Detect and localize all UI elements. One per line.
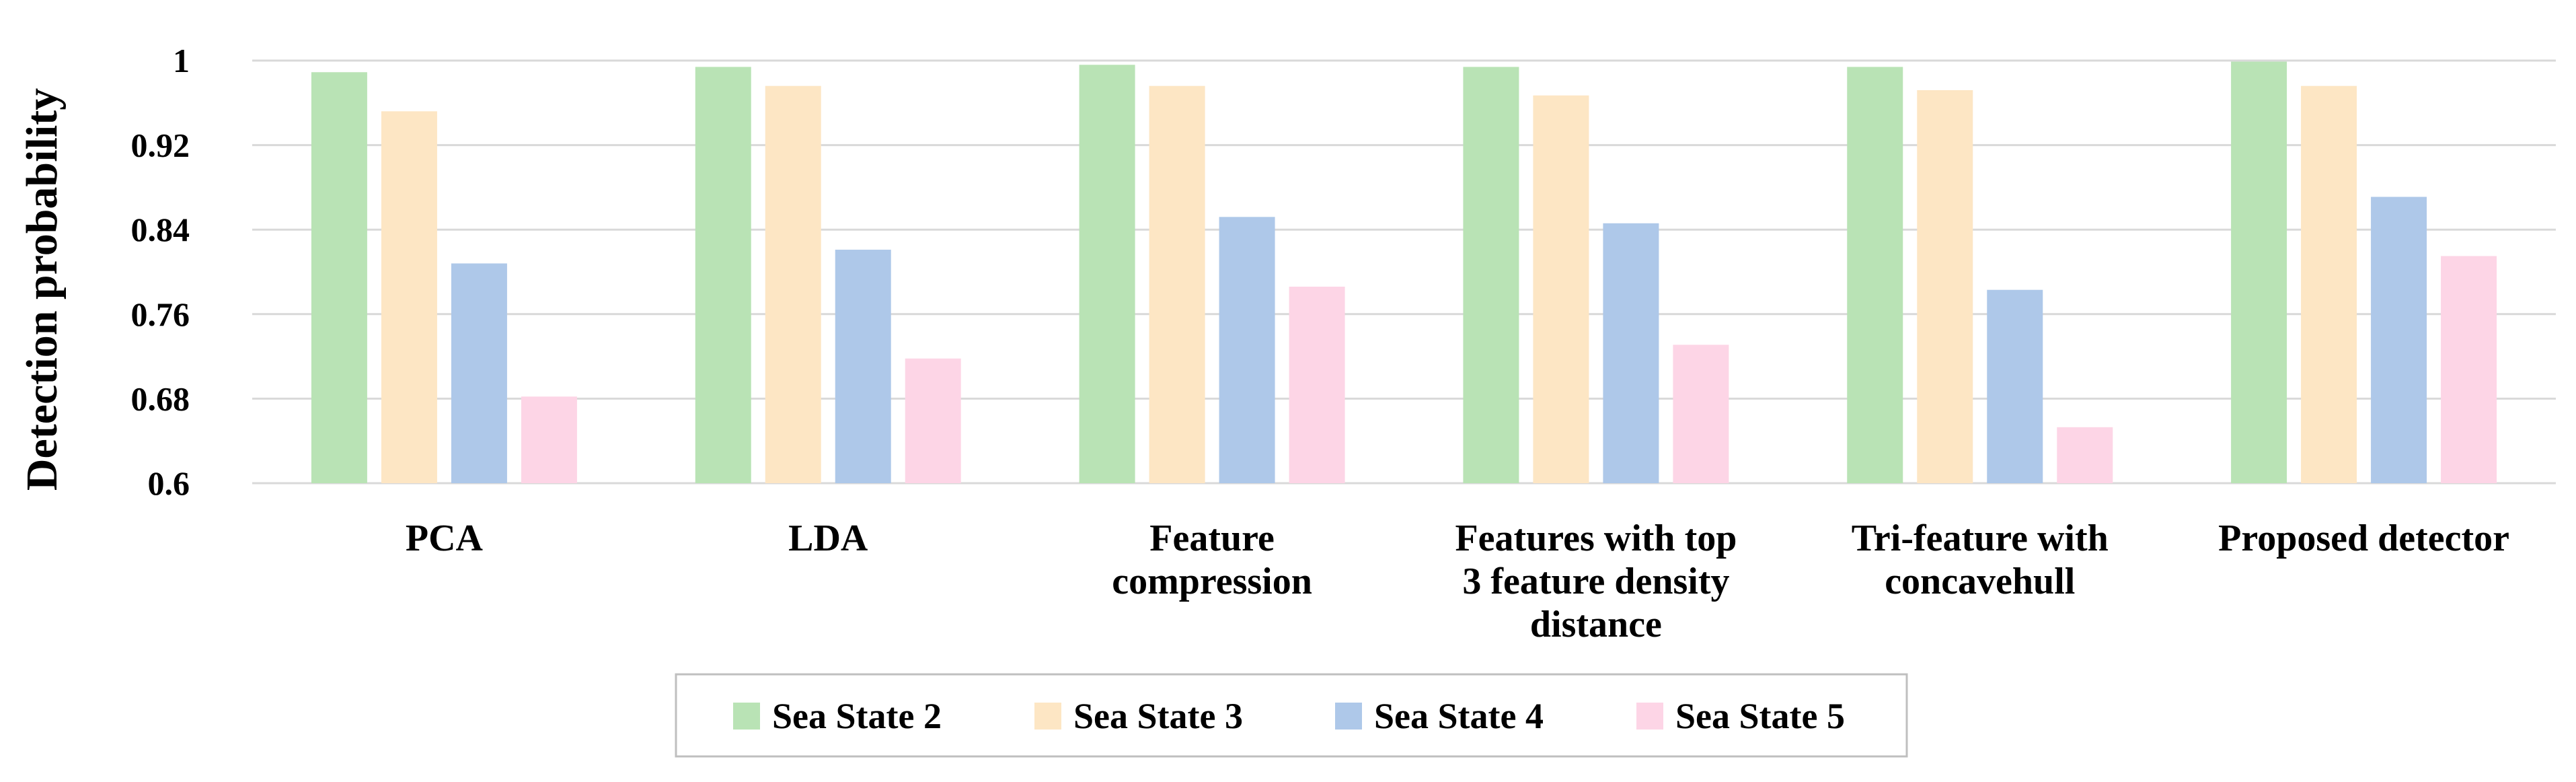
- legend-border: [675, 673, 1908, 758]
- bar: [835, 250, 891, 483]
- bar: [1219, 217, 1275, 483]
- x-tick-label: Tri-feature with concavehull: [1852, 518, 2109, 602]
- y-tick-label: 1: [173, 42, 190, 79]
- bar: [2371, 197, 2427, 483]
- legend-items: Sea State 2 Sea State 3 Sea State 4 Sea Sta…: [733, 696, 1845, 736]
- y-tick-label: 0.84: [131, 211, 190, 248]
- x-tick-label: Feature compression: [1112, 518, 1312, 602]
- bar: [1603, 223, 1659, 483]
- bars: [311, 61, 2497, 484]
- bar: [1917, 90, 1973, 483]
- bar: [1079, 65, 1135, 483]
- legend-swatch: [1335, 703, 1362, 730]
- x-axis-labels: PCA LDA Feature compression Features with to…: [406, 518, 2509, 645]
- bar: [311, 72, 367, 483]
- gridlines: [252, 59, 2556, 485]
- x-tick-label: Proposed detector: [2218, 518, 2509, 559]
- bar: [695, 67, 751, 484]
- bar: [2441, 256, 2497, 483]
- y-tick-label: 0.92: [131, 127, 190, 164]
- bar: [2057, 427, 2113, 483]
- bar: [1847, 67, 1903, 484]
- legend-swatch: [733, 703, 760, 730]
- legend-label: Sea State 4: [1374, 696, 1544, 736]
- y-axis-title: Detection probability: [17, 88, 67, 491]
- bar: [765, 85, 821, 484]
- bar: [521, 396, 577, 483]
- legend-swatch: [1034, 703, 1061, 730]
- bar: [381, 111, 437, 484]
- bar: [1149, 85, 1205, 484]
- x-tick-label: LDA: [788, 518, 868, 559]
- bar: [1673, 345, 1729, 483]
- bar: [2301, 85, 2357, 484]
- legend-label: Sea State 2: [772, 696, 942, 736]
- legend: Sea State 2 Sea State 3 Sea State 4 Sea Sta…: [675, 673, 1908, 758]
- bar: [2231, 61, 2287, 483]
- bar: [905, 358, 961, 483]
- bar: [451, 263, 507, 483]
- legend-label: Sea State 5: [1675, 696, 1845, 736]
- x-tick-label: Features with top 3 feature density distan…: [1455, 518, 1737, 645]
- legend-swatch: [1636, 703, 1663, 730]
- bar: [1987, 289, 2043, 483]
- x-tick-label: PCA: [406, 518, 484, 559]
- bar: [1289, 286, 1345, 483]
- y-tick-label: 0.76: [131, 295, 190, 333]
- legend-label: Sea State 3: [1073, 696, 1243, 736]
- bar: [1463, 67, 1519, 484]
- bar: [1533, 95, 1589, 483]
- y-tick-label: 0.6: [148, 464, 190, 502]
- y-axis-ticks: 0.6 0.68 0.76 0.84 0.92 1: [131, 42, 190, 502]
- y-tick-label: 0.68: [131, 380, 190, 417]
